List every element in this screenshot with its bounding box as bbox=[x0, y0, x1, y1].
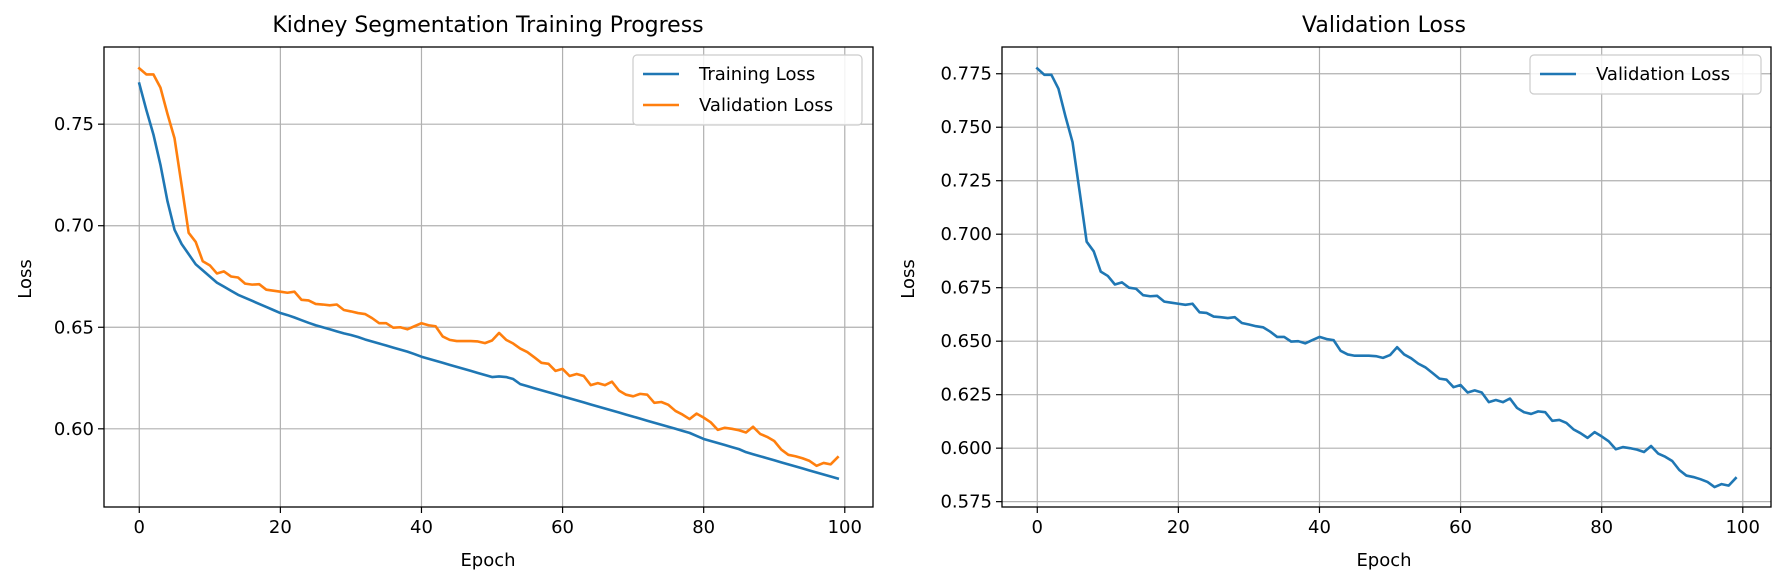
y-tick-label: 0.575 bbox=[940, 492, 992, 513]
series-line-b bbox=[137, 66, 840, 468]
y-tick-label: 0.60 bbox=[54, 419, 94, 440]
chart-title: Validation Loss bbox=[1302, 13, 1466, 38]
training-progress-chart: Kidney Segmentation Training Progress Ep… bbox=[15, 13, 874, 571]
series-line-a bbox=[1035, 66, 1738, 489]
x-axis-label: Epoch bbox=[460, 550, 515, 571]
x-tick-label: 80 bbox=[1590, 517, 1613, 538]
y-tick-label: 0.700 bbox=[940, 224, 992, 245]
x-tick-label: 60 bbox=[1449, 517, 1472, 538]
legend-box bbox=[1529, 54, 1762, 95]
y-tick-label: 0.625 bbox=[940, 385, 992, 406]
y-tick-label: 0.600 bbox=[940, 438, 992, 459]
x-tick-label: 80 bbox=[692, 517, 715, 538]
y-tick-label: 0.650 bbox=[940, 331, 992, 352]
y-tick-label: 0.75 bbox=[54, 114, 94, 135]
x-tick-label: 60 bbox=[551, 517, 574, 538]
chart-title: Kidney Segmentation Training Progress bbox=[272, 13, 703, 38]
axes-frame bbox=[103, 46, 874, 508]
legend-label: Training Loss bbox=[698, 64, 815, 85]
validation-loss-chart: Validation Loss Epoch Loss 0 20 40 60 80 100 0… bbox=[898, 13, 1772, 571]
y-tick-label: 0.725 bbox=[940, 171, 992, 192]
series-line-a bbox=[137, 81, 840, 481]
axes-frame bbox=[1001, 46, 1772, 508]
legend: Training Loss Validation Loss bbox=[632, 54, 863, 126]
legend: Validation Loss bbox=[1529, 54, 1762, 95]
y-tick-label: 0.750 bbox=[940, 117, 992, 138]
y-tick-label: 0.70 bbox=[54, 216, 94, 237]
legend-label: Validation Loss bbox=[699, 95, 833, 116]
x-tick-label: 100 bbox=[828, 517, 862, 538]
y-tick-label: 0.65 bbox=[54, 317, 94, 338]
x-tick-label: 40 bbox=[1308, 517, 1331, 538]
y-axis-label: Loss bbox=[15, 259, 36, 298]
y-tick-label: 0.675 bbox=[940, 278, 992, 299]
legend-box bbox=[632, 54, 863, 126]
x-axis-label: Epoch bbox=[1356, 550, 1411, 571]
legend-label: Validation Loss bbox=[1596, 64, 1730, 85]
y-tick-label: 0.775 bbox=[940, 64, 992, 85]
x-tick-label: 0 bbox=[1032, 517, 1043, 538]
y-axis-label: Loss bbox=[898, 259, 919, 298]
x-tick-label: 20 bbox=[1167, 517, 1190, 538]
x-tick-label: 40 bbox=[410, 517, 433, 538]
x-tick-label: 100 bbox=[1726, 517, 1760, 538]
x-tick-label: 20 bbox=[269, 517, 292, 538]
x-tick-label: 0 bbox=[134, 517, 145, 538]
